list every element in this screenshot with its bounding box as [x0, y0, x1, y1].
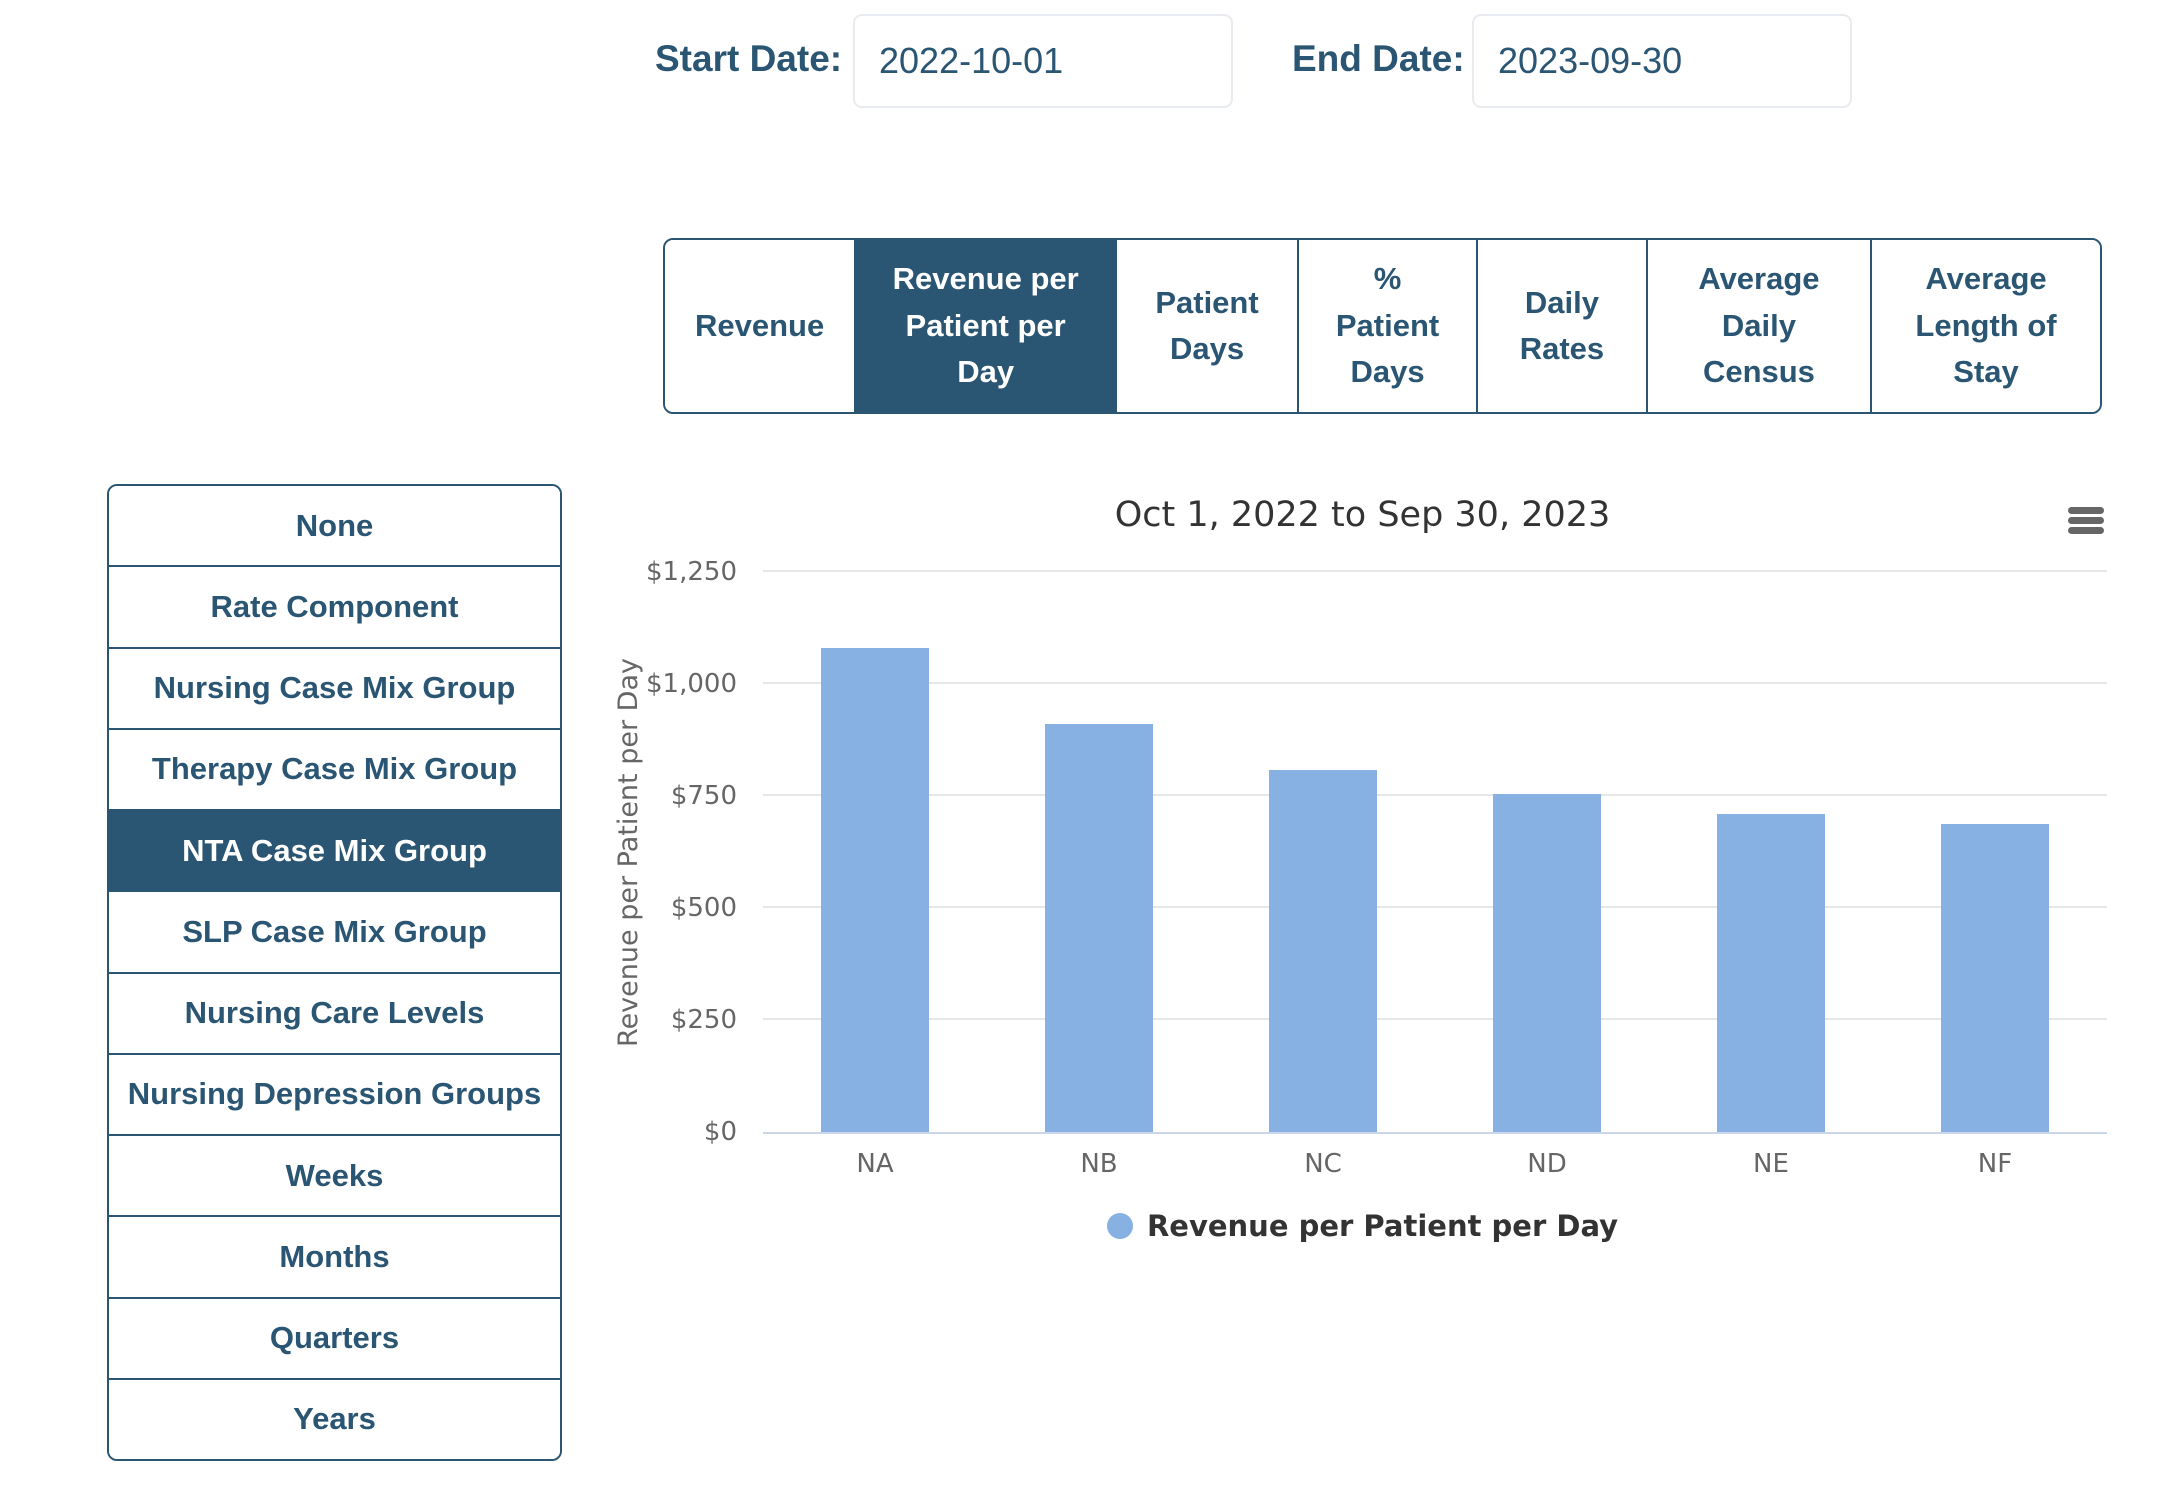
tab-revenue[interactable]: Revenue	[665, 240, 857, 412]
sidebar-item-slp-case-mix-group[interactable]: SLP Case Mix Group	[109, 892, 560, 974]
tab-average-length-of-stay[interactable]: Average Length of Stay	[1872, 240, 2100, 412]
x-tick-label: NC	[1304, 1149, 1342, 1179]
tab-patient-days[interactable]: Patient Days	[1117, 240, 1299, 412]
tab-daily-rates[interactable]: Daily Rates	[1478, 240, 1648, 412]
sidebar-item-nta-case-mix-group[interactable]: NTA Case Mix Group	[109, 811, 560, 893]
revenue-chart: Oct 1, 2022 to Sep 30, 2023 Revenue per …	[610, 487, 2115, 1297]
plot-area	[763, 570, 2107, 1134]
bar-nf[interactable]	[1941, 824, 2049, 1132]
bar-nb[interactable]	[1045, 723, 1153, 1132]
x-tick-label: NA	[856, 1149, 894, 1179]
y-tick-label: $750	[670, 781, 737, 811]
metric-tab-bar: Revenue Revenue per Patient per Day Pati…	[663, 238, 2102, 414]
gridline	[763, 906, 2107, 908]
tab-percent-patient-days[interactable]: % Patient Days	[1298, 240, 1479, 412]
x-tick-label: NB	[1080, 1149, 1118, 1179]
y-tick-label: $500	[670, 893, 737, 923]
end-date-input[interactable]	[1472, 14, 1852, 108]
start-date-input[interactable]	[853, 14, 1233, 108]
sidebar-item-rate-component[interactable]: Rate Component	[109, 567, 560, 649]
bar-ne[interactable]	[1717, 813, 1825, 1132]
legend-marker-icon	[1106, 1213, 1133, 1239]
sidebar-item-years[interactable]: Years	[109, 1379, 560, 1459]
grouping-sidebar: None Rate Component Nursing Case Mix Gro…	[107, 484, 562, 1461]
x-tick-label: ND	[1527, 1149, 1567, 1179]
gridline	[763, 570, 2107, 572]
tab-revenue-per-patient-per-day[interactable]: Revenue per Patient per Day	[856, 240, 1118, 412]
sidebar-item-therapy-case-mix-group[interactable]: Therapy Case Mix Group	[109, 729, 560, 811]
sidebar-item-quarters[interactable]: Quarters	[109, 1298, 560, 1380]
y-tick-label: $1,250	[646, 557, 737, 587]
x-tick-label: NF	[1977, 1149, 2013, 1179]
start-date-label: Start Date:	[655, 38, 843, 79]
chart-title: Oct 1, 2022 to Sep 30, 2023	[1114, 495, 1611, 535]
x-tick-label: NE	[1753, 1149, 1789, 1179]
sidebar-item-none[interactable]: None	[109, 486, 560, 568]
y-tick-label: $1,000	[646, 669, 737, 699]
bar-nd[interactable]	[1493, 794, 1601, 1132]
gridline	[763, 1018, 2107, 1020]
y-tick-label: $250	[670, 1005, 737, 1035]
y-axis-labels: $0 $250 $500 $750 $1,000 $1,250	[610, 557, 737, 1147]
legend-label: Revenue per Patient per Day	[1146, 1209, 1619, 1243]
sidebar-item-nursing-case-mix-group[interactable]: Nursing Case Mix Group	[109, 648, 560, 730]
bar-nc[interactable]	[1269, 770, 1377, 1132]
sidebar-item-months[interactable]: Months	[109, 1217, 560, 1299]
gridline	[763, 682, 2107, 684]
hamburger-menu-icon[interactable]	[2068, 507, 2104, 537]
tab-average-daily-census[interactable]: Average Daily Census	[1647, 240, 1873, 412]
sidebar-item-nursing-depression-groups[interactable]: Nursing Depression Groups	[109, 1054, 560, 1136]
gridline	[763, 794, 2107, 796]
sidebar-item-weeks[interactable]: Weeks	[109, 1136, 560, 1218]
end-date-label: End Date:	[1292, 38, 1465, 79]
legend[interactable]: Revenue per Patient per Day	[610, 1209, 2115, 1243]
y-tick-label: $0	[703, 1117, 737, 1147]
sidebar-item-nursing-care-levels[interactable]: Nursing Care Levels	[109, 973, 560, 1055]
bar-na[interactable]	[821, 648, 929, 1132]
x-axis-labels: NA NB NC ND NE NF	[763, 1149, 2107, 1189]
